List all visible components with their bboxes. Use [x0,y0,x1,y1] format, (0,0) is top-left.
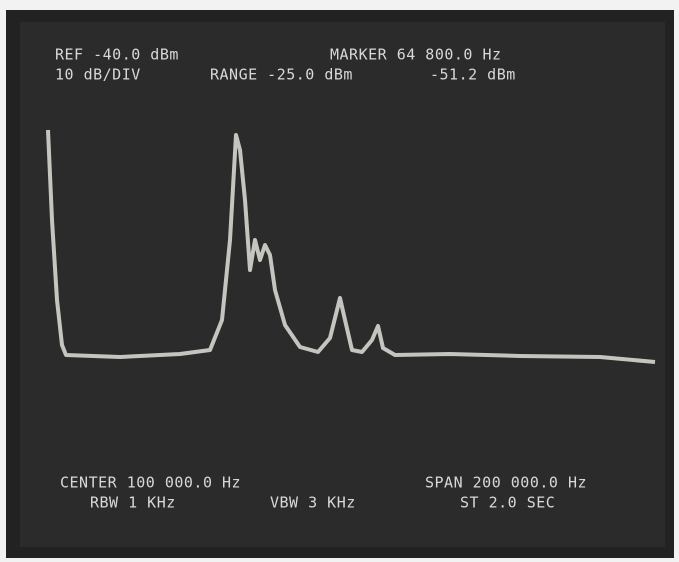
range: RANGE -25.0 dBm [210,66,353,84]
vbw: VBW 3 KHz [270,494,356,512]
rbw: RBW 1 KHz [90,494,176,512]
marker-level: -51.2 dBm [430,66,516,84]
span: SPAN 200 000.0 Hz [425,474,587,492]
page: REF -40.0 dBm MARKER 64 800.0 Hz 10 dB/D… [0,0,679,562]
marker-frequency: MARKER 64 800.0 Hz [330,46,502,64]
scale: 10 dB/DIV [55,66,141,84]
screen [20,22,665,547]
sweep-time: ST 2.0 SEC [460,494,555,512]
reference-level: REF -40.0 dBm [55,46,179,64]
center-frequency: CENTER 100 000.0 Hz [60,474,241,492]
analyzer-screen: REF -40.0 dBm MARKER 64 800.0 Hz 10 dB/D… [0,0,679,562]
